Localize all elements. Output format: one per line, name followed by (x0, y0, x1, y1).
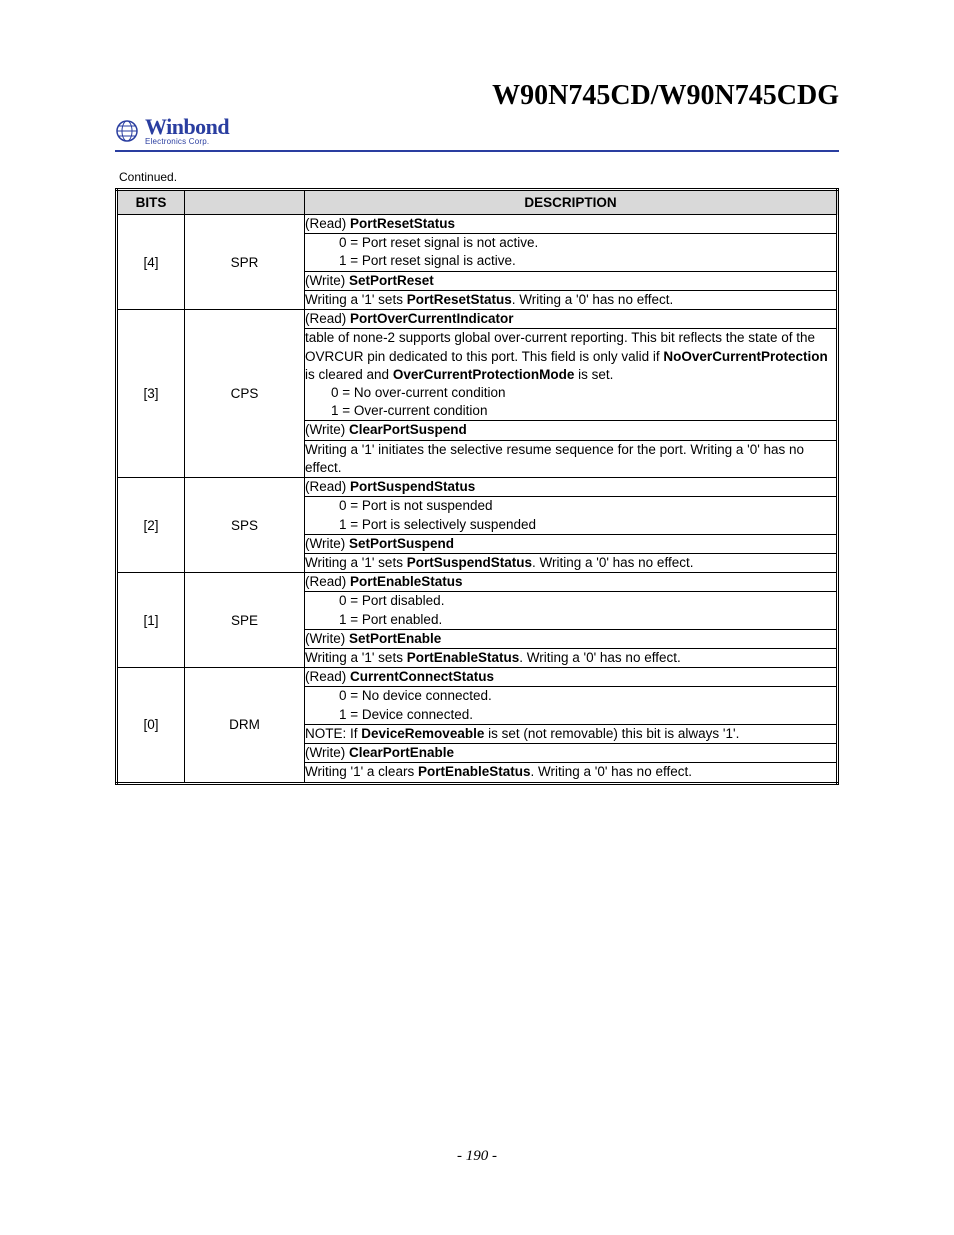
page-number: - 190 - (0, 1148, 954, 1165)
cell-desc: (Read) CurrentConnectStatus0 = No device… (305, 668, 838, 783)
desc-line: Writing a '1' sets PortSuspendStatus. Wr… (305, 553, 836, 572)
cell-bits: [3] (117, 310, 185, 478)
register-table: BITS DESCRIPTION [4]SPR(Read) PortResetS… (115, 188, 839, 785)
cell-name: SPE (185, 573, 305, 668)
cell-name: DRM (185, 668, 305, 783)
cell-bits: [2] (117, 478, 185, 573)
cell-name: CPS (185, 310, 305, 478)
th-bits: BITS (117, 190, 185, 215)
desc-line: (Write) SetPortReset (305, 271, 836, 290)
desc-line: Writing '1' a clears PortEnableStatus. W… (305, 763, 836, 782)
desc-line: (Read) PortSuspendStatus (305, 478, 836, 497)
desc-line: 0 = Port reset signal is not active.1 = … (305, 234, 836, 271)
table-row: [0]DRM(Read) CurrentConnectStatus0 = No … (117, 668, 838, 783)
desc-line: Writing a '1' sets PortEnableStatus. Wri… (305, 649, 836, 668)
th-desc: DESCRIPTION (305, 190, 838, 215)
cell-desc: (Read) PortOverCurrentIndicatortable of … (305, 310, 838, 478)
desc-line: (Read) PortOverCurrentIndicator (305, 310, 836, 329)
desc-line: (Read) PortResetStatus (305, 215, 836, 234)
desc-line: 0 = Port is not suspended1 = Port is sel… (305, 497, 836, 534)
cell-desc: (Read) PortResetStatus0 = Port reset sig… (305, 215, 838, 310)
cell-bits: [0] (117, 668, 185, 783)
desc-line: Writing a '1' initiates the selective re… (305, 440, 836, 477)
header-rule (115, 150, 839, 152)
desc-line: 0 = Port disabled.1 = Port enabled. (305, 592, 836, 629)
table-row: [4]SPR(Read) PortResetStatus0 = Port res… (117, 215, 838, 310)
logo-text: Winbond (145, 116, 229, 138)
desc-line: Writing a '1' sets PortResetStatus. Writ… (305, 290, 836, 309)
globe-icon (115, 119, 139, 143)
desc-line: (Write) ClearPortEnable (305, 744, 836, 763)
continued-label: Continued. (119, 170, 839, 184)
cell-bits: [4] (117, 215, 185, 310)
table-row: [3]CPS(Read) PortOverCurrentIndicatortab… (117, 310, 838, 478)
desc-line: (Write) ClearPortSuspend (305, 421, 836, 440)
th-name (185, 190, 305, 215)
desc-line: table of none-2 supports global over-cur… (305, 329, 836, 421)
table-row: [2]SPS(Read) PortSuspendStatus0 = Port i… (117, 478, 838, 573)
cell-name: SPS (185, 478, 305, 573)
cell-desc: (Read) PortEnableStatus0 = Port disabled… (305, 573, 838, 668)
desc-line: (Read) CurrentConnectStatus (305, 668, 836, 687)
doc-title: W90N745CD/W90N745CDG (115, 80, 839, 112)
cell-name: SPR (185, 215, 305, 310)
desc-line: (Write) SetPortEnable (305, 629, 836, 648)
desc-line: (Write) SetPortSuspend (305, 534, 836, 553)
cell-desc: (Read) PortSuspendStatus0 = Port is not … (305, 478, 838, 573)
table-row: [1]SPE(Read) PortEnableStatus0 = Port di… (117, 573, 838, 668)
logo: Winbond Electronics Corp. (115, 116, 839, 146)
cell-bits: [1] (117, 573, 185, 668)
desc-line: (Read) PortEnableStatus (305, 573, 836, 592)
desc-line: NOTE: If DeviceRemoveable is set (not re… (305, 724, 836, 743)
desc-line: 0 = No device connected.1 = Device conne… (305, 687, 836, 724)
